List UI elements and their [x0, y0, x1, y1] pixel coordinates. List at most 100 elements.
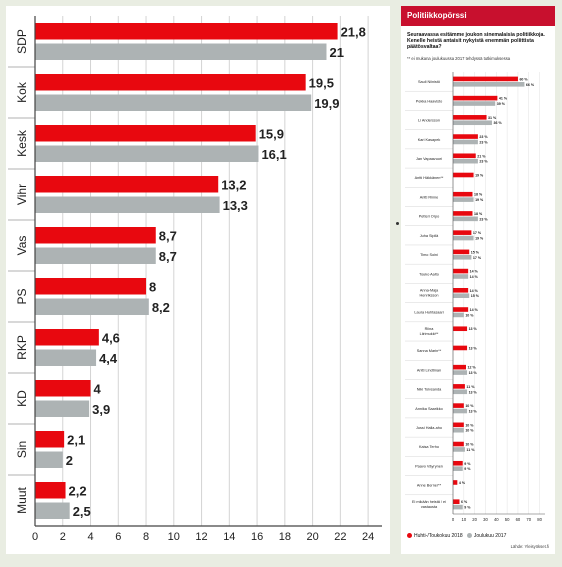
politician-label: Juha Sipilä: [420, 234, 439, 238]
bar-value-label: 4,6: [102, 331, 120, 346]
bar-previous: [35, 43, 327, 60]
bar-value-label: 8,2: [152, 300, 170, 315]
politician-label: Niki Tolvsanda: [417, 388, 442, 392]
bar-2017: [453, 293, 470, 298]
source-note: Lähde: Yleisyökset.fi: [510, 544, 549, 549]
bar-previous: [35, 502, 70, 519]
legend-grey-dot: [466, 533, 472, 539]
x-tick-label: 80: [537, 517, 542, 522]
bar-value-label: 13 %: [469, 327, 478, 331]
x-tick-label: 24: [362, 531, 374, 543]
politician-label: Kari Kasapek: [418, 138, 441, 142]
bar-current: [35, 278, 147, 295]
chart-legend: Huhti-/Toukokuu 2018 Joulukuu 2017: [407, 533, 506, 539]
category-label: Kok: [15, 81, 29, 103]
bar-value-label: 18 %: [474, 193, 483, 197]
bar-value-label: 10 %: [465, 429, 474, 433]
bar-2017: [453, 466, 463, 471]
category-label: PS: [15, 288, 29, 304]
bar-value-label: 10 %: [465, 423, 474, 427]
bar-previous: [35, 349, 97, 366]
politician-chart: Sauli Niinistö 60 % 66 % Pekka Haavisto 41 %…: [405, 72, 545, 522]
politician-label: Petteri Orpo: [419, 215, 439, 219]
bar-value-label: 6 %: [461, 500, 468, 504]
bar-value-label: 21 %: [477, 154, 486, 158]
bar-2017: [453, 254, 472, 260]
bar-value-label: 14 %: [470, 270, 479, 274]
bar-2017: [453, 216, 478, 222]
bar-2017: [453, 504, 463, 510]
bar-current: [35, 482, 66, 499]
bar-value-label: 13 %: [469, 371, 478, 375]
bar-value-label: 9 %: [464, 462, 471, 466]
bar-2018: [453, 384, 465, 389]
bar-2017: [453, 408, 468, 414]
party-support-panel: 21,8 21 SDP 19,5 19,9 Kok 15,9 16,1 Kesk 13,2 13,3…: [6, 6, 390, 554]
bar-value-label: 14 %: [470, 308, 479, 312]
bar-value-label: 10 %: [465, 313, 474, 317]
bar-value-label: 14 %: [470, 289, 479, 293]
bar-value-label: 39 %: [497, 102, 506, 106]
bar-2017: [453, 389, 468, 395]
bar-value-label: 2,2: [69, 484, 87, 499]
legend-red-dot: [407, 533, 412, 539]
bar-2018: [453, 172, 474, 178]
bar-value-label: 21,8: [341, 25, 366, 40]
x-tick-label: 12: [195, 531, 207, 543]
bar-value-label: 13 %: [469, 410, 478, 414]
bar-2017: [453, 158, 478, 164]
bar-value-label: 9 %: [464, 506, 471, 510]
x-tick-label: 0: [32, 531, 38, 543]
bar-2017: [453, 101, 496, 106]
politician-label: Jussi Halla-aho: [416, 426, 442, 430]
category-label: Vas: [15, 236, 29, 256]
politician-label: Sanna Marin**: [417, 349, 442, 353]
bar-value-label: 23 %: [479, 160, 488, 164]
bar-current: [35, 74, 306, 91]
x-tick-label: 6: [115, 531, 121, 543]
bar-value-label: 23 %: [479, 217, 488, 221]
politician-label: Antti Rinne: [420, 195, 439, 199]
x-tick-label: 2: [60, 531, 66, 543]
politician-label: Kaisa Terho: [419, 445, 439, 449]
x-tick-label: 50: [505, 517, 510, 522]
bar-value-label: 13,2: [221, 178, 246, 193]
bar-value-label: 15,9: [259, 127, 284, 142]
bar-2018: [453, 76, 518, 82]
politician-label: Riina: [425, 327, 435, 331]
bar-value-label: 18 %: [474, 212, 483, 216]
category-label: SDP: [15, 29, 29, 54]
bar-2018: [453, 326, 468, 332]
bar-2017: [453, 447, 465, 452]
bar-value-label: 4 %: [459, 481, 466, 485]
bar-value-label: 2,5: [73, 504, 91, 519]
panel-title: Politiikkopörssi: [401, 6, 555, 26]
bar-2017: [453, 274, 469, 279]
bar-value-label: 19,9: [314, 96, 339, 111]
category-label: RKP: [15, 335, 29, 360]
bar-value-label: 19 %: [475, 173, 484, 177]
bar-2018: [453, 422, 464, 428]
category-label: Kesk: [15, 129, 29, 157]
bar-2017: [453, 370, 468, 375]
bar-previous: [35, 298, 149, 315]
bar-value-label: 10 %: [465, 404, 474, 408]
bar-current: [35, 329, 99, 346]
bar-value-label: 66 %: [526, 83, 535, 87]
politician-label-line2: Henriksson: [420, 294, 439, 298]
bar-2018: [453, 134, 478, 139]
x-tick-label: 40: [494, 517, 499, 522]
bar-value-label: 31 %: [488, 116, 497, 120]
x-tick-label: 10: [168, 531, 180, 543]
bar-current: [35, 176, 219, 193]
politician-label: Antti Lindtman: [417, 368, 441, 372]
bar-2017: [453, 197, 474, 202]
category-label: Sin: [15, 441, 29, 458]
bar-value-label: 2: [66, 453, 73, 468]
bar-value-label: 17 %: [473, 256, 482, 260]
bar-value-label: 11 %: [466, 448, 475, 452]
bar-value-label: 19 %: [475, 198, 484, 202]
bar-2017: [453, 427, 464, 433]
x-tick-label: 10: [461, 517, 466, 522]
bar-value-label: 3,9: [92, 402, 110, 417]
